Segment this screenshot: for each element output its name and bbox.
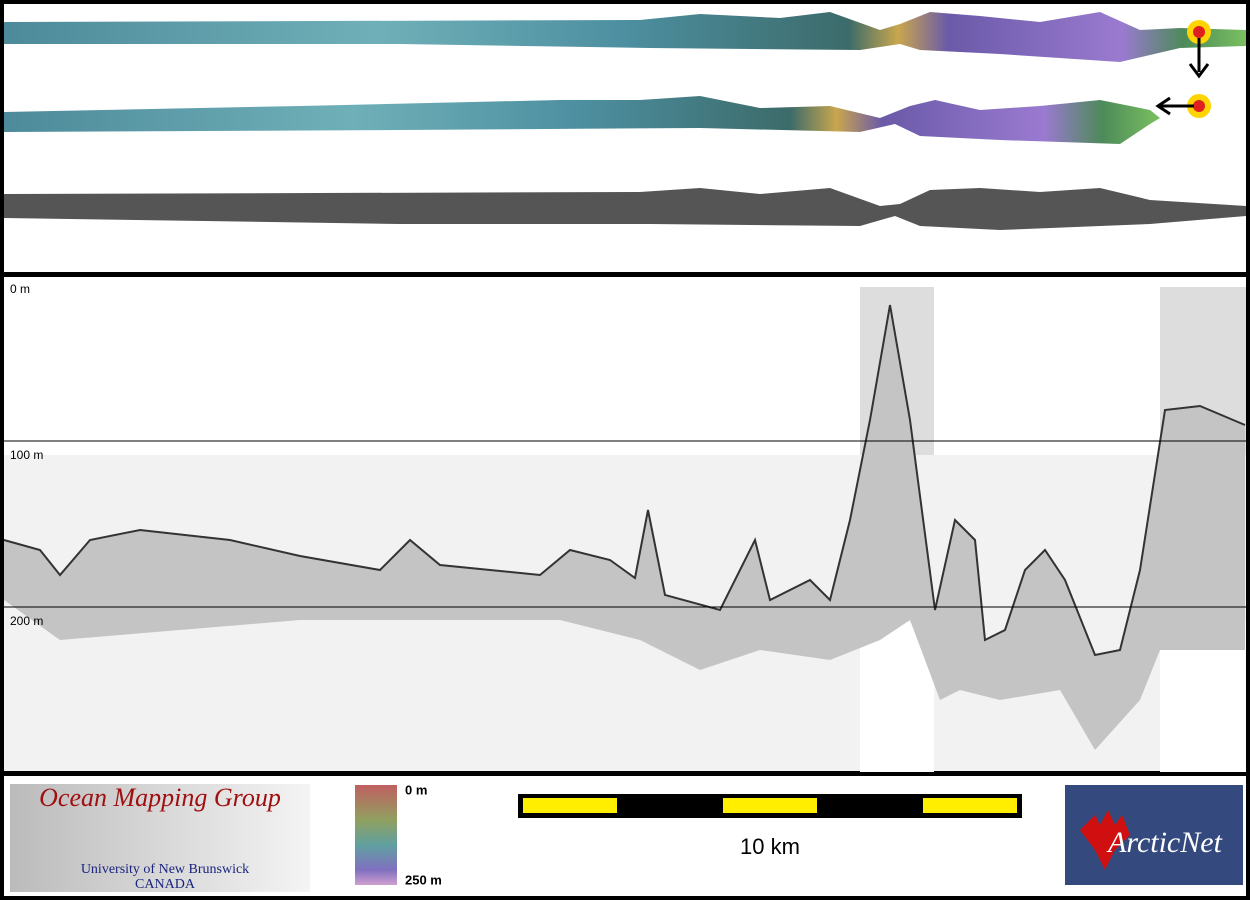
marker — [1155, 20, 1211, 118]
maple-leaf — [1080, 810, 1130, 870]
omg-logo — [10, 784, 310, 892]
depth-label: 200 m — [10, 614, 43, 628]
colorbar-label: 0 m — [405, 782, 427, 797]
scale-bar — [518, 794, 1022, 818]
depth-label: 100 m — [10, 448, 43, 462]
seismic-reflector — [4, 305, 1245, 750]
bathymetry-swath-rotated — [4, 96, 1160, 144]
seafloor-line — [3, 304, 1246, 657]
logo-line: CANADA — [135, 877, 196, 892]
bathymetry-swath — [4, 12, 1246, 62]
logo-title: Ocean Mapping Group — [39, 783, 281, 812]
logo-line: University of New Brunswick — [81, 862, 249, 877]
backscatter-swath — [4, 188, 1246, 230]
arcticnet-text: ArcticNet — [1106, 826, 1223, 859]
colorbar-label: 250 m — [405, 872, 442, 887]
colorbar — [355, 785, 397, 885]
scale-label: 10 km — [740, 834, 800, 859]
depth-label: 0 m — [10, 282, 30, 296]
